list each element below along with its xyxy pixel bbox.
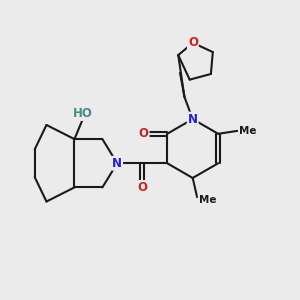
Text: HO: HO xyxy=(73,107,93,120)
Text: O: O xyxy=(137,181,147,194)
Text: Me: Me xyxy=(239,126,256,136)
Text: Me: Me xyxy=(199,195,216,205)
Text: N: N xyxy=(112,157,122,170)
Text: O: O xyxy=(139,127,148,140)
Text: O: O xyxy=(188,36,198,49)
Text: N: N xyxy=(188,112,198,126)
